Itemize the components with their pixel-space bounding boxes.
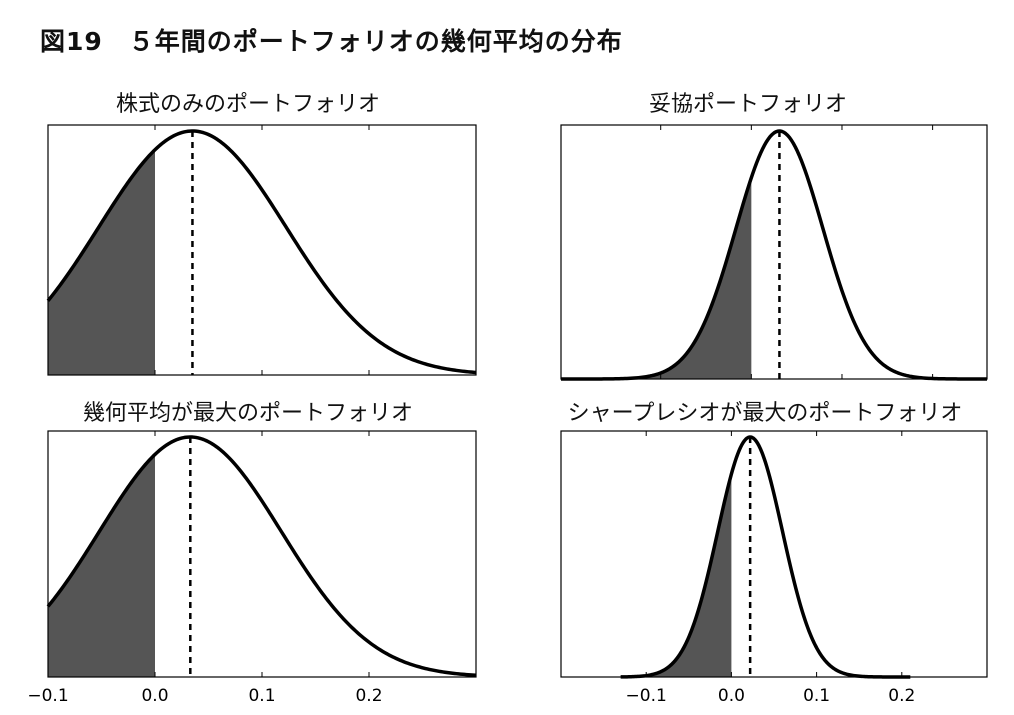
plot-frame-compromise [560,124,988,380]
shaded-area-max-sharpe [620,474,732,677]
x-tick-label-max-sharpe: 0.0 [718,686,745,706]
x-tick-label-max-sharpe: −0.1 [626,686,667,706]
density-curve-max-sharpe [620,435,911,679]
panel-title-compromise: 妥協ポートフォリオ [648,92,848,117]
x-tick-label-max-geometric-mean: 0.0 [141,686,168,706]
x-tick-label-max-geometric-mean: −0.1 [27,686,68,706]
x-tick-label-max-sharpe: 0.1 [803,686,830,706]
shaded-area-compromise [561,177,752,379]
x-tick-label-max-geometric-mean: 0.1 [248,686,275,706]
plot-frame-max-sharpe [560,430,988,678]
x-tick-label-max-geometric-mean: 0.2 [355,686,382,706]
density-curve-stock-only [46,129,477,375]
panel-title-max-geometric-mean: 幾何平均が最大のポートフォリオ [82,401,414,426]
panel-title-stock-only: 株式のみのポートフォリオ [115,92,381,117]
shaded-area-max-geometric-mean [48,454,155,677]
shaded-area-stock-only [48,149,155,375]
density-curve-max-geometric-mean [46,435,477,678]
x-tick-label-max-sharpe: 0.2 [888,686,915,706]
panel-title-max-sharpe: シャープレシオが最大のポートフォリオ [567,401,963,426]
figure-title: 図19 ５年間のポートフォリオの幾何平均の分布 [40,27,623,56]
density-curve-compromise [561,129,987,381]
